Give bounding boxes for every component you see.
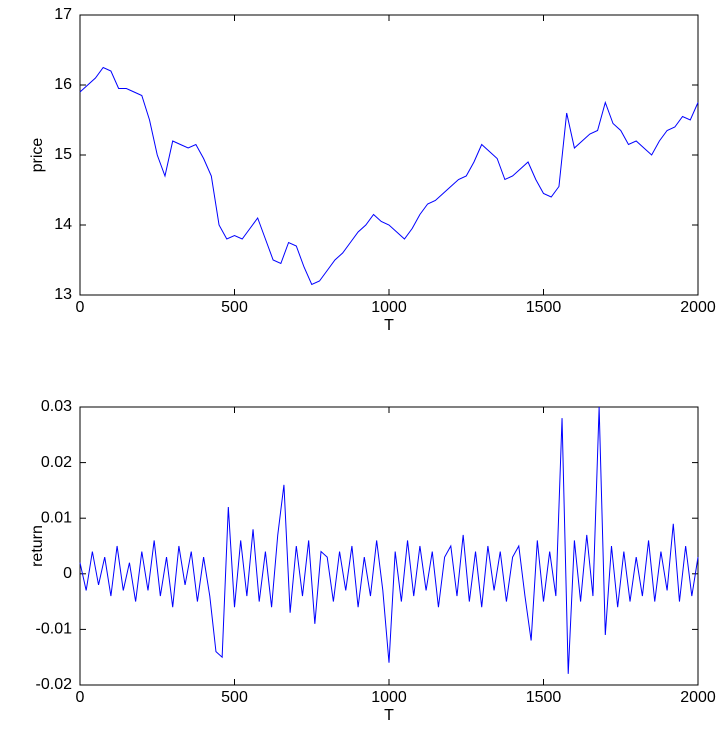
y-axis-label: price xyxy=(29,138,46,173)
y-tick-label: 0.01 xyxy=(41,509,72,526)
x-tick-label: 1000 xyxy=(371,299,407,316)
y-tick-label: 0 xyxy=(63,565,72,582)
price-line xyxy=(79,66,699,286)
y-axis-label: return xyxy=(29,525,46,567)
y-tick-label: 16 xyxy=(54,76,72,93)
x-tick-label: 2000 xyxy=(680,299,716,316)
axes-box xyxy=(79,14,699,296)
y-tick-label: 0.02 xyxy=(41,454,72,471)
x-tick-label: 1000 xyxy=(371,689,407,706)
y-tick-label: 13 xyxy=(54,286,72,303)
x-tick-label: 0 xyxy=(76,299,85,316)
y-tick-label: 14 xyxy=(54,216,72,233)
x-axis-label: T xyxy=(384,317,394,334)
y-tick-label: 15 xyxy=(54,146,72,163)
axes-box xyxy=(79,406,699,686)
x-axis-label: T xyxy=(384,707,394,724)
price-line xyxy=(79,406,699,674)
y-tick-label: 0.03 xyxy=(41,398,72,415)
x-tick-label: 500 xyxy=(221,689,248,706)
y-tick-label: -0.01 xyxy=(36,621,73,638)
y-tick-label: 17 xyxy=(54,6,72,23)
x-tick-label: 2000 xyxy=(680,689,716,706)
x-tick-label: 500 xyxy=(221,299,248,316)
x-tick-label: 1500 xyxy=(526,299,562,316)
x-tick-label: 0 xyxy=(76,689,85,706)
x-tick-label: 1500 xyxy=(526,689,562,706)
y-tick-label: -0.02 xyxy=(36,676,73,693)
